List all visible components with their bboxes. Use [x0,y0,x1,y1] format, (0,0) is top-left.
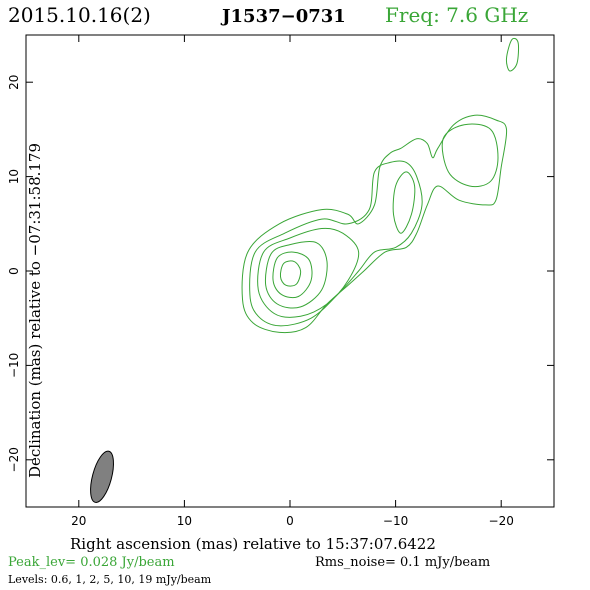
x-tick-label: −20 [489,514,514,528]
contour-0_6-mjy [241,114,508,334]
contour-10-mjy [272,251,313,299]
y-tick-label: −20 [7,447,21,472]
beam-ellipse [90,450,114,503]
plot-frame [25,34,555,508]
contour-levels: Levels: 0.6, 1, 2, 5, 10, 19 mJy/beam [8,573,212,586]
rms-noise: Rms_noise= 0.1 mJy/beam [315,555,490,570]
contour-5-mjy [264,241,328,309]
contour-2-mjy [257,227,360,318]
contour-19-mjy [279,260,302,287]
x-tick-label: 10 [177,514,192,528]
y-tick-label: 20 [7,75,21,90]
contour-2-mjy [392,171,416,234]
y-tick-label: 0 [7,267,21,275]
x-tick-label: 0 [286,514,294,528]
axis-ticks [26,35,554,507]
contour-1-mjy [441,123,499,188]
y-tick-label: −10 [7,353,21,378]
observation-date: 2015.10.16(2) [8,3,151,27]
axis-tick-labels: 20 10 0 −10 −20 20 10 0 −10 −20 [7,75,514,528]
beam-ellipse-group [90,450,114,503]
x-tick-label: −10 [383,514,408,528]
x-axis-label: Right ascension (mas) relative to 15:37:… [70,535,436,553]
contour-lines [241,37,520,334]
contour-0_6-mjy [505,37,520,72]
x-tick-label: 20 [71,514,86,528]
peak-level: Peak_lev= 0.028 Jy/beam [8,555,175,570]
y-axis-label: Declination (mas) relative to −07:31:58.… [26,143,44,478]
contour-1-mjy [249,160,423,327]
frequency-label: Freq: 7.6 GHz [385,3,528,27]
source-name: J1537−0731 [220,6,346,27]
y-tick-label: 10 [7,169,21,184]
